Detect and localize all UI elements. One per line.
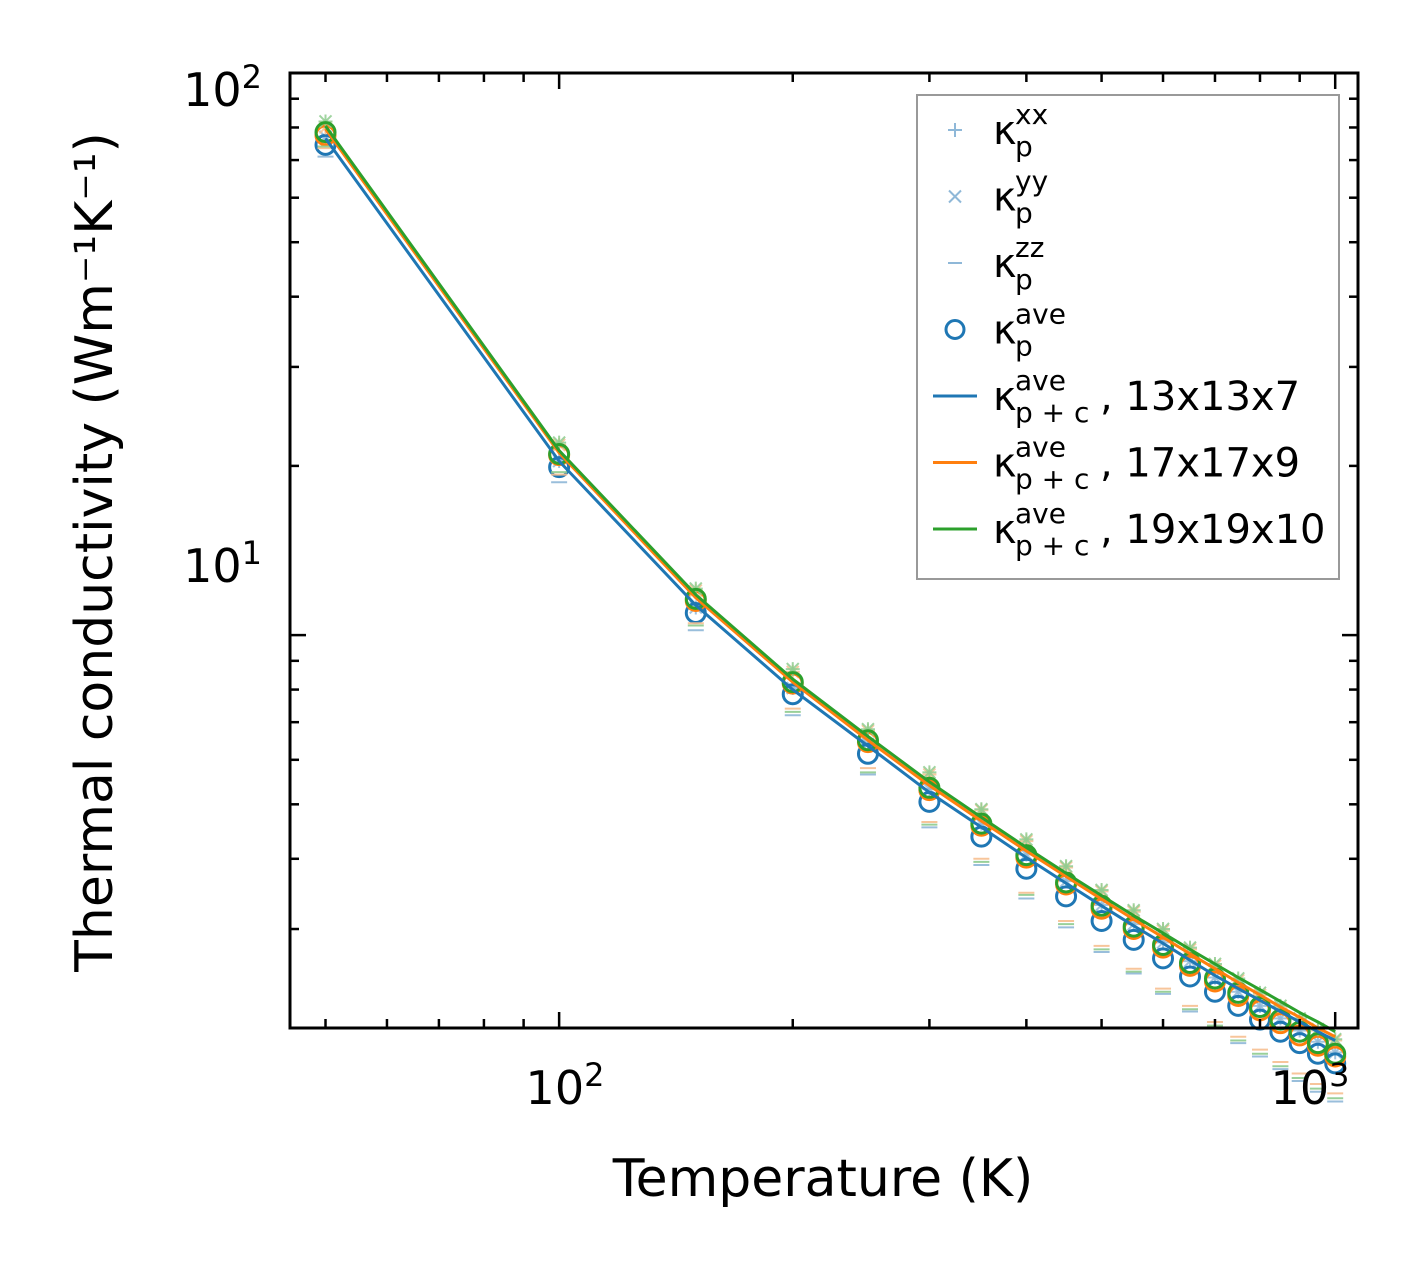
marker-ave-13x13x7-650 (1179, 965, 1202, 988)
legend-symbol-cross (948, 189, 962, 204)
marker-ave-19x19x10-100 (548, 442, 571, 465)
data-lines (324, 125, 1336, 1042)
marker-ave-13x13x7-450 (1055, 885, 1078, 908)
marker-ave-13x13x7-750 (1227, 994, 1250, 1017)
x-tick-label-100: 102 (526, 1056, 605, 1115)
line-pc-17x17x9 (324, 128, 1336, 1039)
legend-label-3: κave p (993, 298, 1066, 363)
marker-ave-13x13x7-50 (314, 133, 337, 156)
legend-label-6: κave p + c, 19x19x10 (993, 497, 1325, 562)
marker-ave-19x19x10-50 (314, 121, 337, 144)
line-pc-13x13x7 (324, 137, 1336, 1042)
marker-ave-13x13x7-200 (781, 683, 804, 706)
legend-symbol-plus (948, 123, 962, 137)
marker-ave-13x13x7-1000 (1324, 1052, 1347, 1075)
marker-ave-19x19x10-600 (1152, 933, 1175, 956)
marker-ave-19x19x10-1000 (1324, 1042, 1347, 1065)
legend-label-2: κzz p (993, 231, 1044, 296)
marker-ave-13x13x7-550 (1122, 928, 1145, 951)
marker-ave-19x19x10-950 (1306, 1032, 1329, 1055)
line-pc-19x19x10 (324, 125, 1336, 1034)
x-axis-label: Temperature (K) (612, 1149, 1034, 1209)
marker-ave-19x19x10-150 (684, 587, 707, 610)
legend-symbol-circle (944, 319, 966, 340)
legend-label-1: κyy p (993, 165, 1048, 230)
marker-ave-13x13x7-100 (548, 456, 571, 479)
marker-ave-13x13x7-500 (1090, 910, 1113, 933)
legend-label-4: κave p + c, 13x13x7 (993, 364, 1300, 429)
legend-label-5: κave p + c, 17x17x9 (993, 431, 1300, 496)
y-tick-label-10: 101 (183, 534, 262, 593)
x-tick-label-1000: 103 (1271, 1056, 1350, 1115)
y-axis-label: Thermal conductivity (Wm⁻¹K⁻¹) (65, 132, 125, 973)
marker-ave-13x13x7-600 (1152, 947, 1175, 970)
plot-frame (288, 71, 1360, 1030)
marker-yy-19x19x10-300 (922, 765, 937, 780)
legend-frame (916, 94, 1340, 580)
marker-ave-13x13x7-700 (1203, 980, 1226, 1003)
y-tick-label-100: 102 (183, 58, 262, 117)
marker-yy-19x19x10-600 (1156, 922, 1170, 936)
legend-label-0: κxx p (993, 98, 1048, 163)
